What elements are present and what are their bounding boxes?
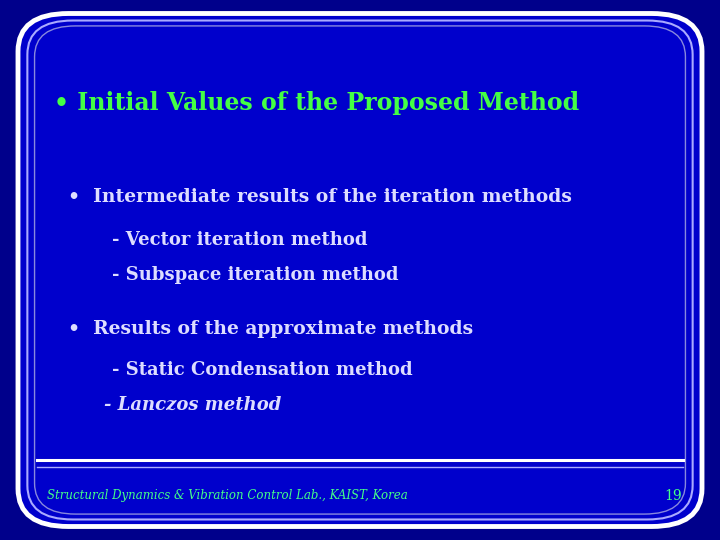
- Text: 19: 19: [665, 489, 682, 503]
- Text: •  Results of the approximate methods: • Results of the approximate methods: [68, 320, 474, 339]
- Text: •  Intermediate results of the iteration methods: • Intermediate results of the iteration …: [68, 188, 572, 206]
- Text: - Lanczos method: - Lanczos method: [104, 396, 282, 414]
- Text: • Initial Values of the Proposed Method: • Initial Values of the Proposed Method: [54, 91, 579, 114]
- Text: - Static Condensation method: - Static Condensation method: [112, 361, 413, 379]
- FancyBboxPatch shape: [18, 14, 702, 526]
- Text: Structural Dynamics & Vibration Control Lab., KAIST, Korea: Structural Dynamics & Vibration Control …: [47, 489, 408, 502]
- Text: - Subspace iteration method: - Subspace iteration method: [112, 266, 398, 285]
- Text: - Vector iteration method: - Vector iteration method: [112, 231, 367, 249]
